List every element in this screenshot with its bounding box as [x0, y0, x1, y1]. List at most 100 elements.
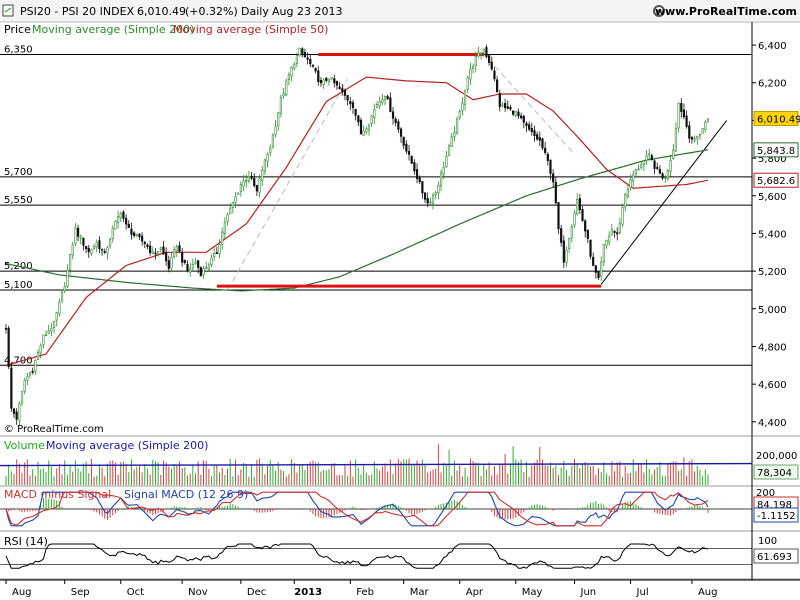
candle-body	[544, 147, 547, 153]
candle-body	[175, 246, 178, 252]
candle-body	[39, 345, 42, 354]
candle-body	[581, 209, 584, 222]
candle-body	[290, 66, 293, 77]
candle-body	[319, 80, 323, 84]
candle-body	[399, 128, 403, 137]
candle-body	[410, 155, 413, 164]
candle-body	[34, 360, 37, 372]
candle-body	[36, 352, 40, 360]
candle-body	[298, 47, 301, 57]
macd-line	[5, 491, 709, 527]
candle-body	[642, 160, 646, 165]
candle-body	[621, 206, 624, 225]
candle-body	[10, 367, 13, 409]
candle-body	[250, 175, 253, 179]
candle-body	[282, 92, 285, 97]
candle-body	[55, 312, 58, 321]
candle-body	[447, 145, 451, 156]
candle-body	[528, 124, 531, 130]
candle-body	[672, 149, 675, 159]
candle-body	[557, 202, 560, 230]
rsi-scale-top: 100	[758, 536, 777, 547]
candle-body	[602, 244, 605, 263]
candle-body	[490, 61, 493, 70]
candle-body	[431, 195, 435, 204]
candle-body	[301, 48, 304, 54]
candle-body	[327, 78, 331, 82]
candle-body	[471, 66, 475, 69]
y-tick-label: 5,800	[758, 154, 787, 165]
candle-body	[215, 252, 218, 254]
candle-body	[517, 111, 520, 117]
uptrend-line	[600, 120, 728, 285]
candle-body	[157, 250, 160, 255]
candle-body	[349, 101, 352, 105]
instrument-title: PSI20 - PSI 20 INDEX	[20, 5, 135, 18]
candle-body	[653, 160, 656, 169]
candle-body	[183, 260, 186, 264]
candle-body	[103, 251, 106, 253]
candle-body	[135, 234, 138, 236]
candle-body	[154, 252, 157, 255]
candle-body	[439, 172, 443, 187]
candle-body	[706, 118, 710, 122]
header-bar	[0, 0, 800, 22]
candle-body	[560, 228, 563, 243]
candle-body	[130, 228, 133, 235]
candle-body	[18, 403, 21, 421]
candle-body	[247, 176, 250, 182]
candle-body	[362, 130, 365, 137]
candle-body	[677, 103, 680, 129]
candle-body	[138, 233, 141, 238]
candle-body	[71, 244, 74, 256]
gear-icon-hub	[657, 9, 661, 13]
rsi-value-badge-bg	[753, 548, 799, 564]
y-tick-label: 4,600	[758, 380, 787, 391]
candle-body	[223, 222, 226, 235]
candle-body	[226, 214, 229, 222]
candle-body	[682, 109, 686, 118]
candle-body	[293, 64, 296, 69]
candle-body	[688, 125, 691, 139]
candle-body	[570, 226, 573, 239]
candle-body	[210, 257, 213, 266]
candle-body	[141, 235, 144, 242]
candle-body	[114, 221, 117, 230]
candle-body	[658, 169, 662, 174]
candle-body	[31, 371, 34, 373]
candle-body	[594, 265, 597, 273]
candle-body	[42, 334, 45, 345]
level-label: 6,350	[4, 44, 33, 55]
candle-body	[119, 212, 122, 219]
candle-body	[151, 251, 154, 254]
y-tick-label: 5,400	[758, 229, 787, 240]
volume-value-badge-bg	[753, 464, 799, 480]
x-tick-label: Oct	[127, 587, 144, 598]
level-label: 5,550	[4, 195, 33, 206]
dashed-trendline	[227, 78, 349, 291]
candle-body	[258, 178, 261, 193]
candle-body	[536, 134, 539, 140]
candle-body	[552, 173, 555, 183]
candle-body	[680, 102, 683, 112]
candle-body	[666, 170, 670, 180]
candle-body	[608, 235, 611, 243]
candle-body	[325, 77, 328, 81]
candle-body	[359, 119, 363, 135]
candle-body	[266, 154, 269, 162]
candle-body	[165, 252, 168, 262]
x-tick-label: Feb	[356, 587, 374, 598]
candle-body	[498, 93, 501, 108]
candle-body	[7, 327, 10, 368]
candle-body	[346, 95, 349, 101]
candle-body	[610, 229, 613, 236]
candle-body	[381, 99, 384, 103]
candle-body	[576, 199, 579, 215]
candle-body	[512, 110, 515, 115]
x-tick-label: Jun	[580, 587, 597, 598]
candle-body	[509, 107, 512, 110]
candle-body	[181, 252, 184, 263]
candle-body	[12, 408, 16, 414]
rsi-label: RSI (14)	[4, 535, 48, 548]
candle-body	[600, 261, 603, 277]
